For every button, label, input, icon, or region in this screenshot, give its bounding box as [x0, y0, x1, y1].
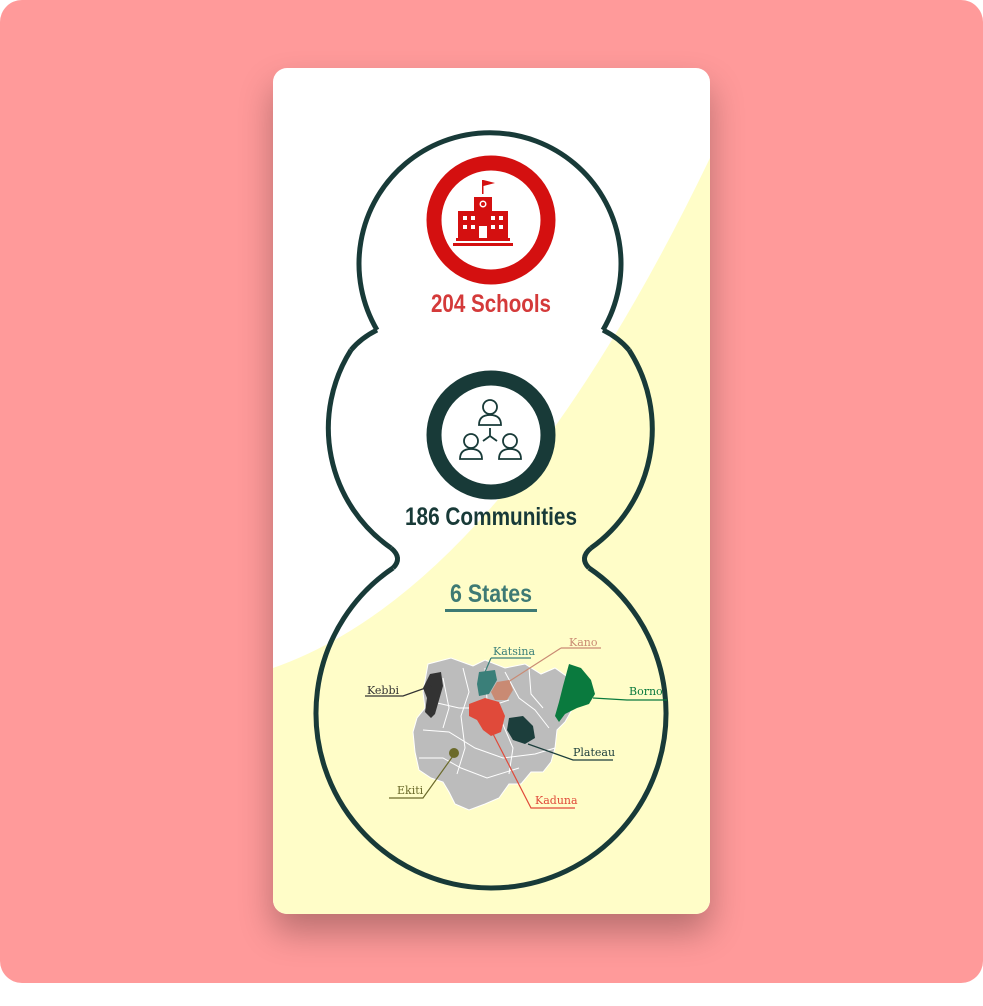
map-state-katsina: [477, 670, 497, 696]
map-state-ekiti: [449, 748, 459, 758]
map-label-kebbi: Kebbi: [367, 684, 400, 697]
infographic-card: 204 Schools 186 Communities 6 States: [273, 68, 710, 914]
community-people-icon: [459, 399, 522, 460]
schools-stat: [426, 155, 556, 285]
nigeria-map: Katsina Kano Kebbi Borno Plateau Ekiti K…: [365, 636, 667, 811]
map-label-ekiti: Ekiti: [397, 784, 424, 797]
communities-ring: [426, 370, 556, 500]
map-state-kano: [491, 680, 513, 700]
map-label-borno: Borno: [629, 685, 663, 698]
map-label-katsina: Katsina: [493, 645, 535, 658]
map-state-plateau: [507, 716, 535, 744]
map-label-kaduna: Kaduna: [535, 794, 578, 807]
infographic-canvas: 204 Schools 186 Communities 6 States: [273, 130, 710, 914]
map-state-kebbi: [423, 672, 443, 718]
map-state-borno: [555, 664, 595, 722]
states-underline: [445, 609, 537, 612]
communities-stat: [426, 370, 556, 500]
states-count: 6 States: [450, 580, 532, 608]
schools-count: 204 Schools: [431, 290, 551, 318]
bubble-outline: [313, 130, 669, 891]
school-building-icon: [453, 180, 513, 246]
communities-count: 186 Communities: [405, 503, 577, 531]
background-swoosh: [273, 158, 710, 914]
map-label-kano: Kano: [569, 636, 598, 649]
map-state-kaduna: [469, 698, 505, 736]
map-label-plateau: Plateau: [573, 746, 615, 759]
map-callouts: [365, 647, 667, 809]
